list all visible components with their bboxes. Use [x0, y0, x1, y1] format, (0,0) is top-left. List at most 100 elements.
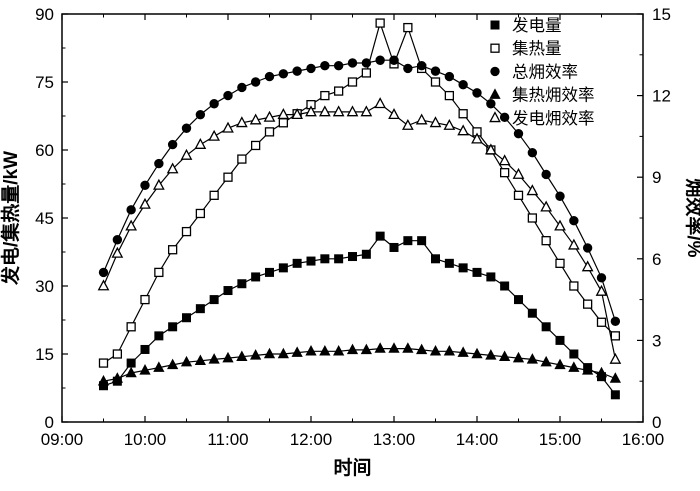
x-tick-label: 09:00 [41, 430, 84, 449]
series-marker-circle-filled [292, 66, 302, 76]
series-marker-square-filled [486, 272, 496, 282]
series-marker-triangle-filled [374, 342, 386, 353]
series-marker-circle-filled [513, 128, 524, 139]
series-marker-triangle-open [595, 284, 608, 296]
x-tick-label: 13:00 [373, 430, 416, 449]
series-marker-triangle-filled [319, 345, 331, 356]
series-marker-triangle-filled [111, 372, 123, 383]
series-marker-circle-filled [223, 90, 233, 101]
series-marker-square-filled [223, 286, 233, 296]
series-marker-triangle-filled [540, 355, 552, 367]
y-left-axis-title: 发电/集热量/kW [0, 151, 22, 286]
series-marker-triangle-filled [568, 361, 580, 372]
series-marker-square-filled [154, 331, 164, 341]
series-marker-square-open [610, 331, 621, 341]
series-marker-triangle-open [609, 352, 622, 364]
series-marker-square-filled [417, 236, 427, 246]
series-marker-triangle-open [388, 108, 400, 120]
series-marker-triangle-filled [499, 350, 511, 361]
y-left-tick-label: 60 [35, 141, 54, 160]
series-marker-square-filled [361, 249, 371, 259]
legend-marker-triangle-open [489, 111, 501, 123]
series-marker-triangle-open [249, 113, 262, 125]
series-marker-triangle-filled [208, 353, 220, 364]
x-tick-label: 11:00 [207, 430, 248, 449]
series-marker-square-filled [610, 390, 620, 400]
series-marker-triangle-open [152, 178, 165, 190]
series-marker-triangle-open [443, 118, 456, 130]
legend-marker-square-open [490, 43, 500, 53]
series-marker-triangle-open [125, 219, 138, 231]
series-marker-triangle-open [429, 116, 442, 128]
series-marker-square-filled [431, 254, 440, 264]
series-marker-triangle-filled [153, 361, 165, 372]
series-marker-square-open [569, 281, 579, 291]
series-marker-circle-filled [154, 158, 164, 169]
series-marker-square-filled [541, 322, 551, 332]
series-marker-triangle-open [581, 260, 594, 272]
y-right-tick-label: 0 [652, 413, 661, 432]
series-marker-circle-filled [112, 235, 123, 245]
legend-marker-triangle-filled [489, 88, 501, 99]
y-right-tick-label: 3 [652, 331, 661, 350]
y-left-tick-label: 15 [35, 345, 54, 364]
series-marker-circle-filled [126, 205, 136, 215]
y-right-tick-label: 15 [652, 5, 671, 24]
series-marker-triangle-filled [250, 349, 262, 360]
series-line-triangle-filled [103, 348, 616, 382]
series-marker-circle-filled [458, 80, 468, 90]
series-marker-circle-filled [569, 216, 579, 226]
series-marker-triangle-open [222, 121, 234, 133]
series-marker-square-filled [265, 267, 274, 277]
series-marker-triangle-open [277, 108, 290, 120]
series-marker-square-open [250, 140, 261, 151]
series-marker-square-open [361, 68, 372, 78]
series-marker-triangle-open [97, 279, 110, 291]
series-marker-triangle-open [554, 219, 566, 231]
y-left-tick-label: 0 [45, 413, 54, 432]
series-marker-circle-filled [333, 60, 344, 71]
series-marker-square-filled [472, 267, 482, 277]
series-marker-square-open [278, 118, 289, 128]
series-marker-circle-filled [555, 191, 565, 201]
series-marker-triangle-filled [609, 372, 621, 383]
series-marker-square-filled [292, 258, 302, 268]
series-marker-circle-filled [347, 58, 358, 68]
series-marker-triangle-open [346, 105, 359, 117]
series-marker-square-open [126, 322, 136, 332]
series-marker-circle-filled [167, 139, 178, 150]
series-marker-triangle-open [457, 124, 470, 136]
series-marker-square-open [140, 294, 150, 305]
x-tick-label: 14:00 [456, 430, 499, 449]
series-marker-circle-filled [98, 267, 109, 278]
series-marker-circle-filled [610, 316, 621, 327]
series-marker-square-filled [278, 263, 288, 273]
series-marker-triangle-filled [595, 366, 608, 378]
series-marker-square-open [333, 86, 344, 96]
series-marker-triangle-filled [139, 364, 151, 375]
series-marker-triangle-filled [180, 355, 193, 367]
series-marker-triangle-open [567, 238, 580, 250]
series-marker-square-open [444, 90, 455, 101]
series-marker-square-filled [348, 252, 357, 262]
series-marker-circle-filled [430, 66, 441, 76]
series-marker-square-filled [140, 344, 150, 354]
legend-label: 发电㶲效率 [512, 109, 595, 128]
series-marker-triangle-filled [346, 343, 359, 355]
series-marker-circle-filled [306, 63, 316, 74]
series-marker-triangle-filled [236, 350, 248, 361]
series-marker-circle-filled [444, 71, 455, 82]
series-marker-square-filled [527, 308, 537, 318]
series-marker-square-open [181, 226, 192, 237]
legend-label: 发电量 [512, 16, 562, 35]
series-marker-triangle-filled [291, 346, 303, 357]
series-marker-triangle-filled [402, 342, 414, 353]
series-marker-triangle-filled [554, 358, 566, 370]
series-marker-square-filled [444, 258, 454, 268]
series-marker-triangle-filled [167, 358, 179, 370]
series-marker-triangle-filled [471, 347, 483, 359]
series-marker-square-filled [375, 231, 385, 241]
series-marker-triangle-filled [512, 351, 525, 363]
series-marker-circle-filled [472, 88, 482, 98]
series-marker-square-filled [182, 313, 191, 323]
